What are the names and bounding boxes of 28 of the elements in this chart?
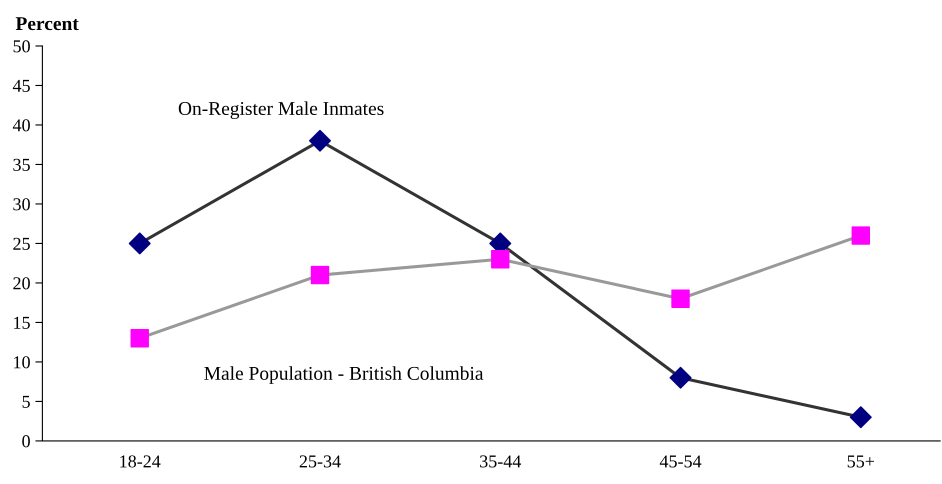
y-tick-label: 5 — [22, 396, 30, 408]
y-tick-label: 25 — [13, 238, 30, 250]
y-tick-label: 50 — [14, 40, 30, 52]
text: On-Register Male Inmates — [178, 101, 384, 120]
point — [670, 366, 692, 389]
y-tick-label: 15 — [14, 316, 30, 329]
x-tick-label: 55+ — [848, 456, 874, 468]
point — [852, 226, 870, 245]
y-tick-label: 45 — [12, 80, 30, 92]
point — [309, 130, 331, 152]
point — [850, 406, 872, 428]
point — [671, 290, 690, 308]
point — [310, 266, 330, 284]
point — [130, 329, 149, 348]
y-tick-label: 10 — [14, 356, 30, 368]
point — [491, 250, 510, 268]
point — [128, 232, 151, 254]
y-tick-label: 30 — [13, 198, 30, 210]
y-axis-title: Percent — [16, 17, 79, 30]
text: Male Population - British Columbia — [204, 366, 484, 384]
y-tick-label: 0 — [22, 435, 30, 448]
y-tick-label: 35 — [13, 158, 30, 171]
x-tick-label: 45-54 — [660, 455, 702, 468]
x-tick-label: 35-44 — [480, 455, 522, 468]
y-tick-label: 20 — [13, 277, 30, 290]
x-tick-label: 25-34 — [300, 455, 341, 468]
y-tick-label: 40 — [12, 119, 30, 132]
x-tick-label: 18-24 — [120, 455, 161, 468]
